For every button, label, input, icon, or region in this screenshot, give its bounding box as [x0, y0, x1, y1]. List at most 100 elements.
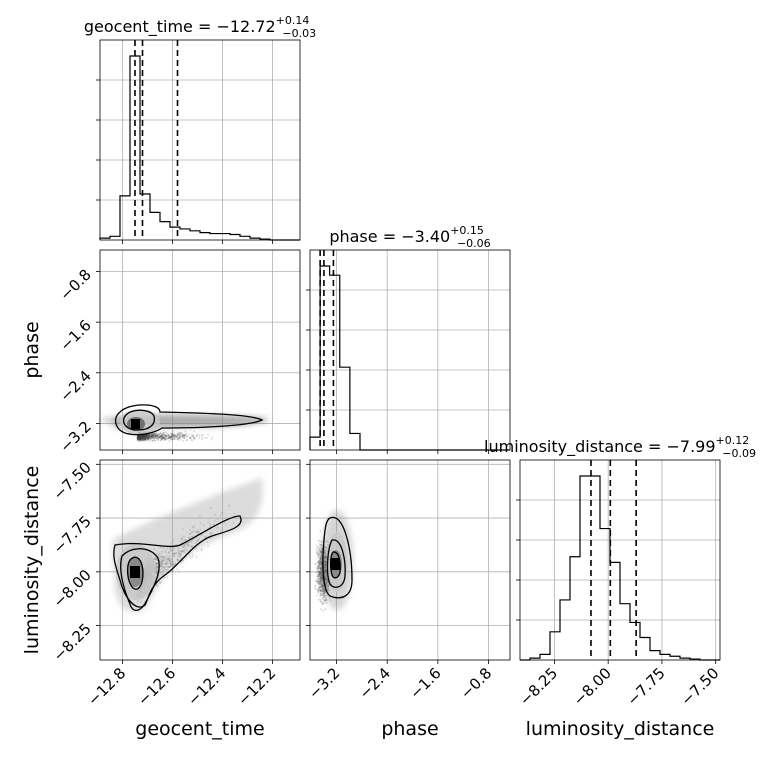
sample-point	[152, 433, 154, 436]
sample-point	[142, 434, 145, 437]
sample-point	[161, 437, 164, 440]
sample-point	[146, 434, 148, 437]
sample-point	[140, 437, 143, 440]
sample-point	[169, 436, 172, 439]
sample-point	[318, 565, 321, 568]
sample-point	[182, 433, 184, 436]
sample-point	[317, 589, 320, 592]
sample-point	[320, 585, 323, 587]
sample-point	[149, 435, 152, 438]
sample-point	[182, 559, 185, 561]
sample-point	[319, 583, 321, 586]
frame-geocent-time-hist	[99, 39, 301, 241]
sample-point	[319, 571, 322, 574]
sample-point	[148, 438, 151, 440]
sample-point	[319, 546, 322, 549]
sample-point	[161, 437, 163, 440]
sample-point	[318, 587, 321, 590]
sample-point	[183, 434, 186, 436]
sample-point	[142, 435, 145, 437]
sample-point	[144, 437, 146, 440]
sample-point	[166, 435, 169, 438]
sample-point	[153, 435, 155, 438]
sample-point	[319, 590, 321, 593]
sample-point	[183, 437, 186, 440]
sample-point	[141, 435, 144, 438]
sample-point	[160, 435, 163, 438]
title-luminosity-distance: luminosity_distance = −7.99+0.12 −0.09	[484, 434, 756, 460]
sample-point	[320, 586, 322, 588]
sample-point	[146, 436, 149, 439]
sample-point	[139, 440, 141, 443]
sample-point	[136, 437, 139, 439]
sample-point	[139, 436, 142, 439]
sample-point	[177, 437, 180, 440]
sample-point	[140, 435, 143, 438]
sample-point	[154, 437, 157, 439]
sample-point	[210, 438, 213, 441]
sample-point	[319, 550, 322, 553]
sample-point	[159, 436, 162, 438]
sample-point	[140, 435, 142, 438]
sample-point	[143, 437, 146, 440]
sample-point	[200, 434, 203, 437]
sample-point	[176, 435, 179, 437]
sample-point	[145, 436, 147, 439]
sample-point	[318, 560, 321, 563]
sample-point	[149, 437, 152, 440]
sample-point	[318, 588, 320, 591]
sample-point	[147, 436, 150, 439]
sample-point	[142, 434, 145, 437]
sample-point	[166, 433, 169, 435]
sample-point	[173, 434, 176, 437]
sample-point	[138, 438, 141, 441]
sample-point	[172, 438, 174, 441]
sample-point	[324, 602, 327, 605]
sample-point	[142, 437, 145, 439]
sample-point	[139, 437, 142, 440]
sample-point	[156, 437, 159, 440]
sample-point	[142, 436, 145, 438]
y-tick-label: −0.8	[56, 266, 94, 304]
sample-point	[317, 582, 319, 585]
sample-point	[151, 439, 154, 442]
sample-point	[138, 437, 141, 439]
sample-point	[320, 584, 322, 586]
sample-point	[320, 585, 323, 588]
sample-point	[158, 435, 161, 438]
sample-point	[147, 437, 150, 440]
sample-point	[141, 438, 144, 440]
sample-point	[147, 435, 150, 438]
sample-point	[320, 577, 323, 579]
sample-point	[318, 598, 321, 601]
sample-point	[144, 435, 147, 437]
sample-point	[141, 439, 144, 442]
sample-point	[159, 432, 162, 435]
sample-point	[320, 589, 322, 591]
sample-point	[171, 435, 174, 437]
sample-point	[171, 436, 174, 438]
sample-point	[161, 436, 164, 438]
sample-point	[318, 552, 321, 555]
sample-point	[137, 435, 140, 438]
sample-point	[170, 435, 173, 438]
sample-point	[140, 435, 143, 437]
sample-point	[317, 577, 320, 580]
sample-point	[140, 436, 142, 439]
sample-point	[164, 435, 167, 438]
sample-point	[316, 550, 318, 553]
sample-point	[137, 436, 140, 439]
x-tick-label: −0.8	[457, 664, 495, 702]
sample-point	[145, 434, 148, 437]
sample-point	[144, 438, 147, 441]
sample-point	[167, 434, 170, 437]
sample-point	[156, 434, 159, 436]
sample-point	[320, 589, 322, 592]
sample-point	[207, 545, 210, 547]
sample-point	[322, 601, 325, 603]
sample-point	[171, 438, 174, 441]
sample-point	[147, 436, 150, 439]
sample-point	[161, 437, 164, 440]
sample-point	[141, 436, 143, 439]
sample-point	[139, 437, 142, 440]
